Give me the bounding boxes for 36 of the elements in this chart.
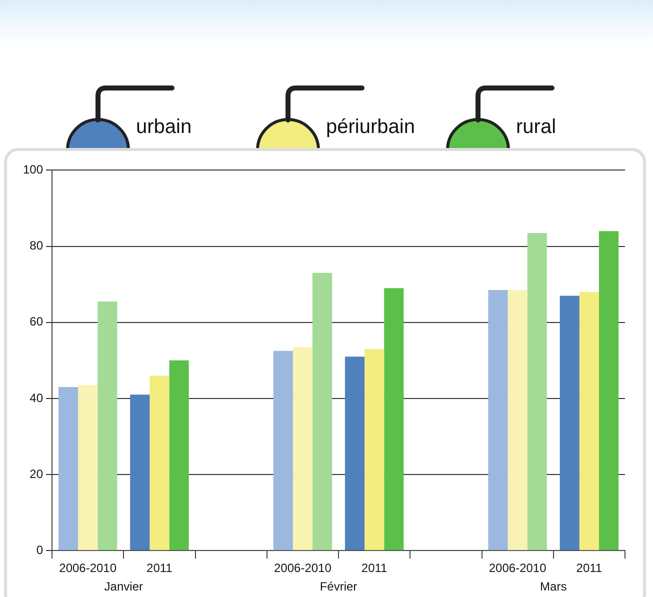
text: Février — [320, 579, 358, 594]
x-tick-label: 2006-2010 — [274, 561, 332, 576]
x-tick-label: 2006-2010 — [488, 561, 547, 576]
y-tick-label: 60 — [30, 314, 44, 329]
bar — [169, 360, 189, 550]
y-tick-label: 100 — [22, 162, 44, 177]
x-tick-label: 2011 — [361, 561, 388, 576]
bar — [527, 232, 547, 550]
bar — [150, 376, 170, 550]
bar — [579, 292, 599, 550]
legend-label: rural — [516, 116, 556, 139]
text: Janvier — [104, 579, 143, 594]
bar — [598, 231, 619, 550]
bar — [273, 350, 293, 550]
bar — [312, 272, 332, 550]
y-tick-label: 20 — [30, 466, 44, 481]
x-tick-label: 2011 — [146, 561, 173, 576]
bar — [78, 385, 98, 550]
bar — [292, 347, 312, 550]
y-tick-label: 0 — [36, 542, 44, 557]
bar — [364, 348, 384, 550]
legend-label: urbain — [136, 116, 192, 139]
text: Mars — [540, 579, 567, 594]
bar — [98, 301, 118, 550]
bar — [384, 288, 404, 550]
x-tick-label: 2006-2010 — [59, 561, 117, 576]
bar — [488, 290, 508, 550]
y-tick-label: 80 — [30, 238, 44, 253]
bar — [560, 296, 580, 550]
bar — [130, 394, 150, 550]
x-tick-label: 2011 — [576, 561, 602, 576]
bar — [58, 387, 78, 550]
bar — [508, 290, 528, 550]
y-tick-label: 40 — [30, 390, 44, 405]
legend-label: périurbain — [326, 116, 415, 139]
bar — [344, 356, 365, 550]
